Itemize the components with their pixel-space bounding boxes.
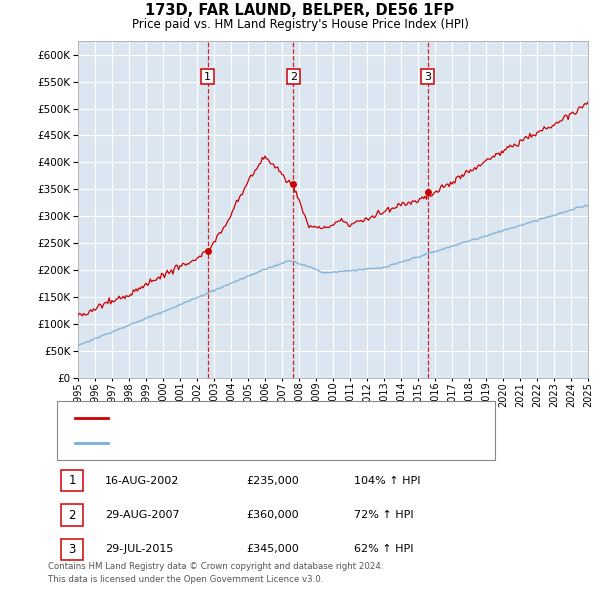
Text: Price paid vs. HM Land Registry's House Price Index (HPI): Price paid vs. HM Land Registry's House … bbox=[131, 18, 469, 31]
Text: 173D, FAR LAUND, BELPER, DE56 1FP: 173D, FAR LAUND, BELPER, DE56 1FP bbox=[145, 3, 455, 18]
Text: 29-AUG-2007: 29-AUG-2007 bbox=[105, 510, 179, 520]
Text: 173D, FAR LAUND, BELPER, DE56 1FP (detached house): 173D, FAR LAUND, BELPER, DE56 1FP (detac… bbox=[114, 414, 420, 424]
Text: This data is licensed under the Open Government Licence v3.0.: This data is licensed under the Open Gov… bbox=[48, 575, 323, 584]
Text: 1: 1 bbox=[204, 71, 211, 81]
Text: 29-JUL-2015: 29-JUL-2015 bbox=[105, 544, 173, 554]
Text: 62% ↑ HPI: 62% ↑ HPI bbox=[354, 544, 413, 554]
Text: Contains HM Land Registry data © Crown copyright and database right 2024.: Contains HM Land Registry data © Crown c… bbox=[48, 562, 383, 571]
Text: HPI: Average price, detached house, Amber Valley: HPI: Average price, detached house, Ambe… bbox=[114, 438, 389, 448]
Text: 2: 2 bbox=[68, 509, 76, 522]
Text: 104% ↑ HPI: 104% ↑ HPI bbox=[354, 476, 421, 486]
Text: £345,000: £345,000 bbox=[246, 544, 299, 554]
Text: 72% ↑ HPI: 72% ↑ HPI bbox=[354, 510, 413, 520]
Text: £360,000: £360,000 bbox=[246, 510, 299, 520]
Text: 2: 2 bbox=[290, 71, 297, 81]
Text: 16-AUG-2002: 16-AUG-2002 bbox=[105, 476, 179, 486]
Text: 3: 3 bbox=[68, 543, 76, 556]
Text: 3: 3 bbox=[424, 71, 431, 81]
Text: £235,000: £235,000 bbox=[246, 476, 299, 486]
Text: 1: 1 bbox=[68, 474, 76, 487]
